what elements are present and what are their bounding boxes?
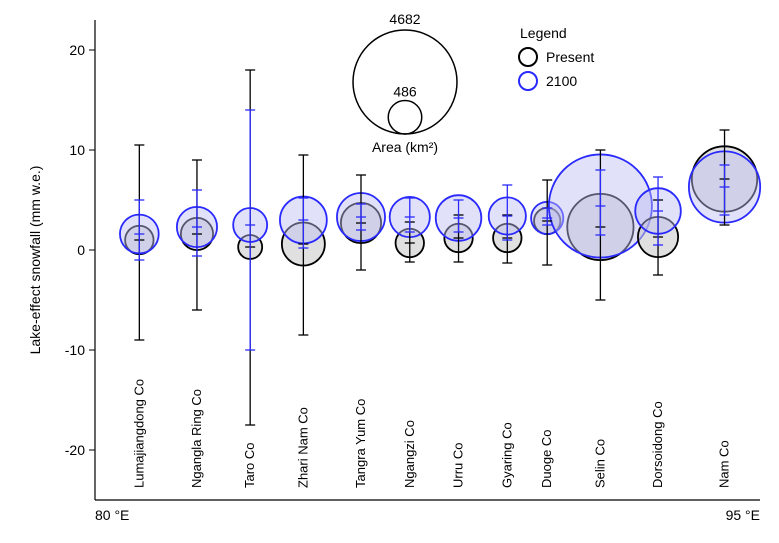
lake-label: Nam Co [717, 440, 732, 488]
area-legend-big-label: 4682 [389, 11, 420, 27]
lake-label: Zhari Nam Co [295, 407, 310, 488]
legend-label-present: Present [546, 49, 594, 65]
legend-title: Legend [520, 25, 567, 41]
lake-label: Duoge Co [539, 429, 554, 488]
y-tick-label: 20 [69, 42, 85, 58]
lake-label: Selin Co [592, 439, 607, 488]
y-tick-label: -20 [65, 442, 85, 458]
y-tick-label: 0 [77, 242, 85, 258]
lake-label: Ngangla Ring Co [189, 389, 204, 488]
lake-label: Taro Co [242, 442, 257, 488]
y-axis-title: Lake-effect snowfall (mm w.e.) [27, 166, 43, 355]
x-axis-left-label: 80 °E [95, 507, 129, 523]
y-tick-label: -10 [65, 342, 85, 358]
lake-label: Dorsoidong Co [650, 401, 665, 488]
legend-label-future: 2100 [546, 73, 577, 89]
area-legend-small-circle [388, 100, 422, 134]
legend-swatch-future [519, 72, 537, 90]
lake-label: Tangra Yum Co [353, 399, 368, 488]
lake-labels-layer: Lumajiangdong Co Ngangla Ring Co Taro Co Zh… [131, 379, 731, 488]
y-tick-label: 10 [69, 142, 85, 158]
area-legend-small-label: 486 [393, 83, 417, 99]
lake-label: Urru Co [451, 442, 466, 488]
chart-container: -20 -10 0 10 20 Lake-effect snowfall (mm w.e.… [0, 0, 779, 543]
x-axis-right-label: 95 °E [726, 507, 760, 523]
area-legend-big-circle [353, 30, 457, 134]
area-legend: 4682 486 Area (km²) [353, 11, 457, 155]
lake-label: Lumajiangdong Co [131, 379, 146, 488]
chart-svg: -20 -10 0 10 20 Lake-effect snowfall (mm w.e.… [0, 0, 779, 543]
legend-swatch-present [519, 48, 537, 66]
area-legend-caption: Area (km²) [372, 139, 438, 155]
lake-label: Ngangzi Co [402, 420, 417, 488]
legend: Legend Present 2100 [519, 25, 594, 90]
bubbles-layer [120, 146, 760, 265]
lake-label: Gyaring Co [499, 422, 514, 488]
